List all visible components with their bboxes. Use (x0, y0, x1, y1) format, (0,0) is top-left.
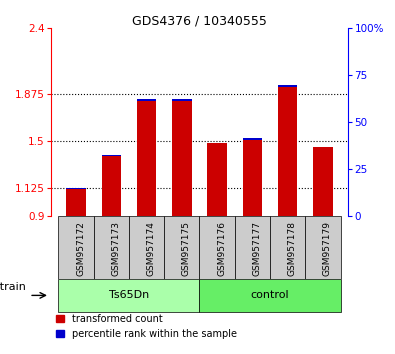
Text: strain: strain (0, 282, 26, 292)
Text: GSM957179: GSM957179 (323, 221, 332, 276)
FancyBboxPatch shape (94, 216, 129, 279)
Text: GSM957174: GSM957174 (147, 221, 156, 276)
Text: GSM957175: GSM957175 (182, 221, 191, 276)
FancyBboxPatch shape (164, 216, 199, 279)
FancyBboxPatch shape (270, 216, 305, 279)
Bar (278, 87, 297, 216)
Bar (102, 156, 121, 216)
Bar (172, 99, 192, 101)
Bar (172, 101, 192, 216)
Bar (243, 138, 262, 140)
Bar (66, 189, 86, 216)
Bar (137, 101, 156, 216)
Text: control: control (251, 290, 289, 301)
FancyBboxPatch shape (235, 216, 270, 279)
Bar (243, 140, 262, 216)
FancyBboxPatch shape (199, 279, 340, 312)
Bar (137, 99, 156, 101)
Legend: transformed count, percentile rank within the sample: transformed count, percentile rank withi… (56, 314, 237, 339)
Bar (66, 188, 86, 189)
FancyBboxPatch shape (58, 279, 199, 312)
Bar (207, 143, 227, 216)
Text: GSM957177: GSM957177 (252, 221, 261, 276)
FancyBboxPatch shape (305, 216, 340, 279)
FancyBboxPatch shape (199, 216, 235, 279)
Bar (102, 155, 121, 156)
Bar (313, 147, 333, 216)
Title: GDS4376 / 10340555: GDS4376 / 10340555 (132, 14, 267, 27)
Bar (278, 85, 297, 87)
Text: GSM957178: GSM957178 (288, 221, 297, 276)
Text: GSM957172: GSM957172 (76, 221, 85, 276)
FancyBboxPatch shape (129, 216, 164, 279)
Text: Ts65Dn: Ts65Dn (109, 290, 149, 301)
Text: GSM957176: GSM957176 (217, 221, 226, 276)
FancyBboxPatch shape (58, 216, 94, 279)
Text: GSM957173: GSM957173 (111, 221, 120, 276)
